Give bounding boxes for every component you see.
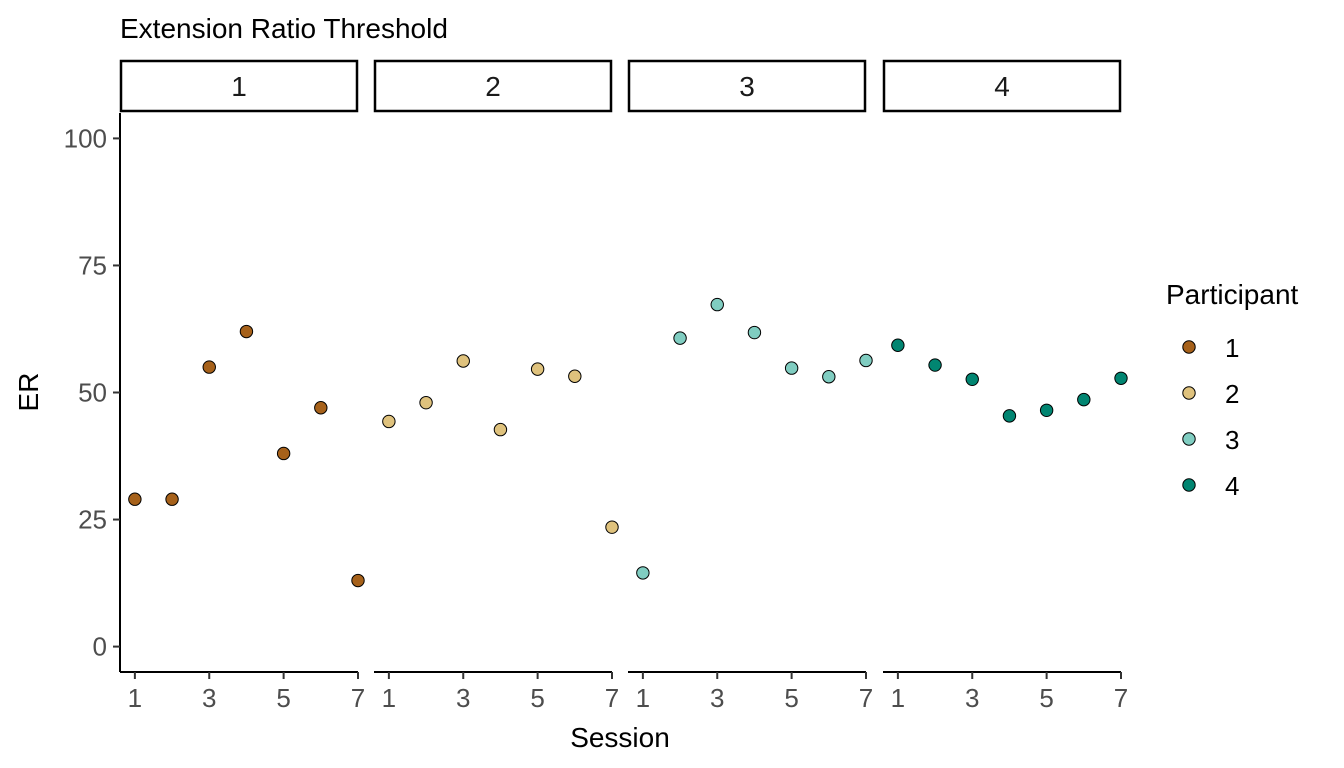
legend-label-3: 3 xyxy=(1225,425,1239,455)
data-point-p1-s4 xyxy=(239,324,254,339)
data-point-p4-s7 xyxy=(1114,371,1128,385)
data-point-p4-s6 xyxy=(1077,392,1091,407)
data-point-p4-s4 xyxy=(1002,409,1017,423)
x-tick-label: 7 xyxy=(351,683,365,713)
x-tick-label: 1 xyxy=(891,683,905,713)
data-point-p2-s7 xyxy=(605,520,619,534)
facet-strip-label: 1 xyxy=(231,71,247,102)
data-point-p3-s1 xyxy=(636,566,650,580)
x-tick-label: 5 xyxy=(784,683,798,713)
x-tick-label: 7 xyxy=(605,683,619,713)
data-point-p2-s2 xyxy=(419,395,433,410)
x-tick-label: 5 xyxy=(276,683,290,713)
y-tick-label: 25 xyxy=(78,505,107,535)
facet-panels: 1 1 3 5 7 2 1 3 5 7 3 1 3 5 7 4 1 3 5 7 xyxy=(119,59,1128,713)
facet-strip-box xyxy=(373,59,613,113)
facet-strip-box xyxy=(627,59,867,113)
facet-strip-box xyxy=(882,59,1122,113)
legend-label-1: 1 xyxy=(1225,333,1239,363)
data-point-p3-s3 xyxy=(710,297,724,312)
facet-strip-label: 2 xyxy=(485,71,501,102)
data-point-p1-s5 xyxy=(276,446,291,461)
data-point-p1-s3 xyxy=(202,360,216,374)
legend-title: Participant xyxy=(1166,279,1299,310)
chart-title: Extension Ratio Threshold xyxy=(120,13,448,44)
data-point-p1-s6 xyxy=(314,401,328,415)
data-point-p2-s3 xyxy=(456,354,470,368)
y-tick-label: 100 xyxy=(64,123,107,153)
x-tick-label: 3 xyxy=(456,683,470,713)
data-point-p3-s7 xyxy=(859,353,873,368)
data-point-p4-s3 xyxy=(965,372,979,386)
data-point-p2-s4 xyxy=(493,422,508,437)
facet-panel-1: 1 1 3 5 7 xyxy=(119,59,365,713)
data-point-p4-s2 xyxy=(928,358,942,372)
facet-strip-label: 3 xyxy=(739,71,755,102)
data-point-p1-s2 xyxy=(165,492,179,506)
x-tick-label: 7 xyxy=(1114,683,1128,713)
x-tick-label: 5 xyxy=(1039,683,1053,713)
data-point-p1-s1 xyxy=(128,492,142,506)
x-tick-label: 5 xyxy=(530,683,544,713)
x-tick-label: 3 xyxy=(710,683,724,713)
facet-panel-4: 4 1 3 5 7 xyxy=(882,59,1128,713)
x-axis-title: Session xyxy=(570,722,670,753)
y-tick-label: 50 xyxy=(78,378,107,408)
x-tick-label: 3 xyxy=(965,683,979,713)
y-tick-label: 75 xyxy=(78,250,107,280)
legend-key-2 xyxy=(1182,386,1196,400)
legend: Participant 1 2 3 4 xyxy=(1166,279,1299,501)
legend-label-4: 4 xyxy=(1225,471,1239,501)
data-point-p4-s1 xyxy=(891,338,905,352)
y-axis-title: ER xyxy=(13,373,44,412)
data-point-p1-s7 xyxy=(351,573,365,588)
y-axis: 0 25 50 75 100 xyxy=(64,113,121,672)
data-point-p2-s1 xyxy=(382,414,396,429)
facet-panel-3: 3 1 3 5 7 xyxy=(627,59,873,713)
data-point-p3-s4 xyxy=(747,325,762,340)
data-point-p3-s2 xyxy=(673,331,687,345)
legend-key-4 xyxy=(1182,478,1196,492)
data-point-p4-s5 xyxy=(1039,403,1054,417)
x-tick-label: 1 xyxy=(128,683,142,713)
facet-strip-box xyxy=(119,59,359,113)
data-point-p2-s5 xyxy=(530,362,545,376)
x-tick-label: 1 xyxy=(382,683,396,713)
data-point-p3-s6 xyxy=(822,370,836,384)
x-tick-label: 3 xyxy=(202,683,216,713)
x-tick-label: 1 xyxy=(636,683,650,713)
y-tick-label: 0 xyxy=(93,632,107,662)
facet-strip-label: 4 xyxy=(994,71,1010,102)
legend-key-1 xyxy=(1182,340,1196,354)
data-point-p3-s5 xyxy=(784,361,799,375)
x-tick-label: 7 xyxy=(859,683,873,713)
facet-panel-2: 2 1 3 5 7 xyxy=(373,59,619,713)
data-point-p2-s6 xyxy=(568,369,582,383)
legend-label-2: 2 xyxy=(1225,379,1239,409)
legend-key-3 xyxy=(1182,432,1196,446)
